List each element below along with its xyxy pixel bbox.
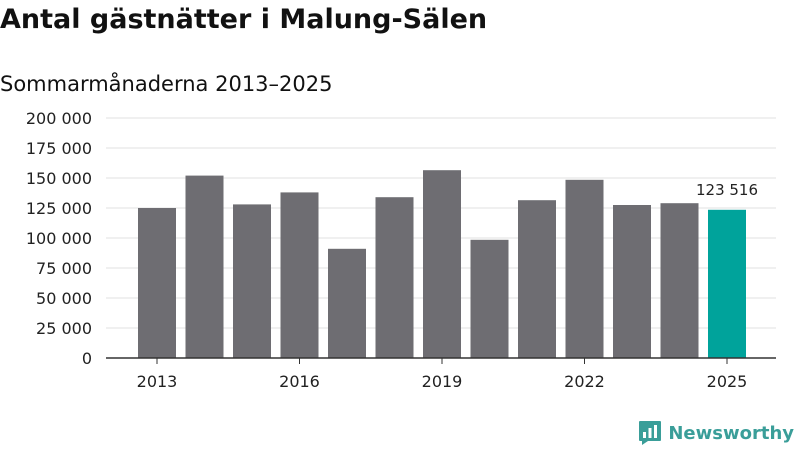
bar-2018 (375, 197, 414, 358)
y-tick-label: 100 000 (26, 229, 92, 248)
y-tick-label: 150 000 (26, 169, 92, 188)
x-tick-label: 2016 (279, 372, 320, 391)
chart-title: Antal gästnätter i Malung-Sälen (0, 4, 488, 35)
bar-2019 (423, 170, 461, 358)
data-labels: 123 516 (696, 181, 758, 199)
x-tick-label: 2025 (707, 372, 748, 391)
y-tick-label: 75 000 (36, 259, 92, 278)
y-tick-label: 125 000 (26, 199, 92, 218)
bar-chart-speech-bubble-icon (639, 421, 662, 445)
newsworthy-logo: Newsworthy (638, 420, 794, 446)
y-tick-label: 0 (82, 349, 92, 368)
data-label-highlight: 123 516 (696, 181, 758, 199)
bar-2020 (470, 239, 509, 358)
y-tick-label: 50 000 (36, 289, 92, 308)
x-tick-label: 2022 (564, 372, 605, 391)
bar-2022 (565, 179, 604, 358)
bar-2015 (233, 204, 271, 358)
bar-2023 (613, 205, 651, 358)
bar-2013 (138, 208, 176, 358)
bar-2021 (518, 200, 556, 358)
y-tick-label: 25 000 (36, 319, 92, 338)
chart-subtitle: Sommarmånaderna 2013–2025 (0, 72, 333, 96)
x-tick-label: 2013 (137, 372, 178, 391)
bar-2025 (708, 209, 746, 358)
bars (138, 170, 746, 358)
x-axis-ticks: 2013 2016 2019 2022 2025 (106, 357, 776, 391)
bar-2017 (328, 248, 366, 358)
y-axis-ticks: 0 25 000 50 000 75 000 100 000 125 000 150 000… (26, 109, 92, 368)
y-tick-label: 175 000 (26, 139, 92, 158)
brand-name: Newsworthy (668, 422, 794, 444)
bar-2014 (185, 175, 224, 358)
y-tick-label: 200 000 (26, 109, 92, 128)
bar-2024 (660, 203, 699, 358)
bar-2016 (280, 192, 319, 358)
x-tick-label: 2019 (422, 372, 463, 391)
